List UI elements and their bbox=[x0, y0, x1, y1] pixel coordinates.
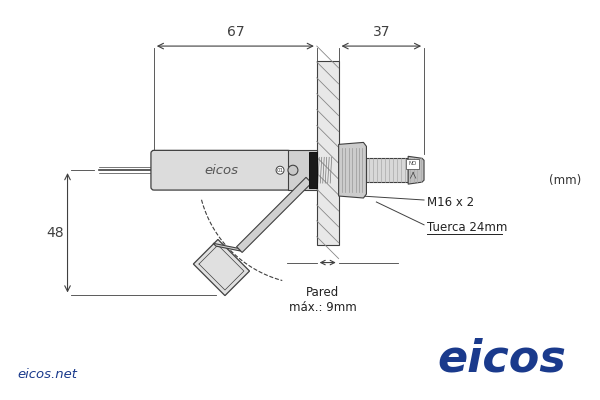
FancyBboxPatch shape bbox=[151, 150, 291, 190]
Circle shape bbox=[288, 165, 298, 175]
Text: M16 x 2: M16 x 2 bbox=[427, 196, 474, 210]
Text: Tuerca 24mm: Tuerca 24mm bbox=[427, 221, 508, 234]
Text: 01: 01 bbox=[277, 168, 284, 173]
Text: (mm): (mm) bbox=[549, 174, 581, 187]
Text: eicos: eicos bbox=[204, 164, 238, 177]
Polygon shape bbox=[408, 156, 424, 184]
Text: 67: 67 bbox=[227, 25, 244, 39]
Polygon shape bbox=[236, 177, 311, 252]
Polygon shape bbox=[213, 243, 241, 251]
Text: Pared
máx.: 9mm: Pared máx.: 9mm bbox=[289, 286, 356, 314]
Circle shape bbox=[276, 166, 284, 174]
Bar bbox=[309, 152, 317, 188]
Polygon shape bbox=[193, 240, 250, 296]
Bar bbox=[406, 159, 419, 169]
Text: eicos.net: eicos.net bbox=[18, 368, 78, 381]
Bar bbox=[367, 158, 408, 182]
Text: 37: 37 bbox=[373, 25, 390, 39]
Polygon shape bbox=[317, 61, 338, 245]
Polygon shape bbox=[288, 150, 317, 190]
Text: 48: 48 bbox=[47, 226, 64, 240]
Text: eicos: eicos bbox=[437, 338, 566, 381]
Polygon shape bbox=[338, 142, 367, 198]
Text: NO: NO bbox=[409, 161, 417, 166]
